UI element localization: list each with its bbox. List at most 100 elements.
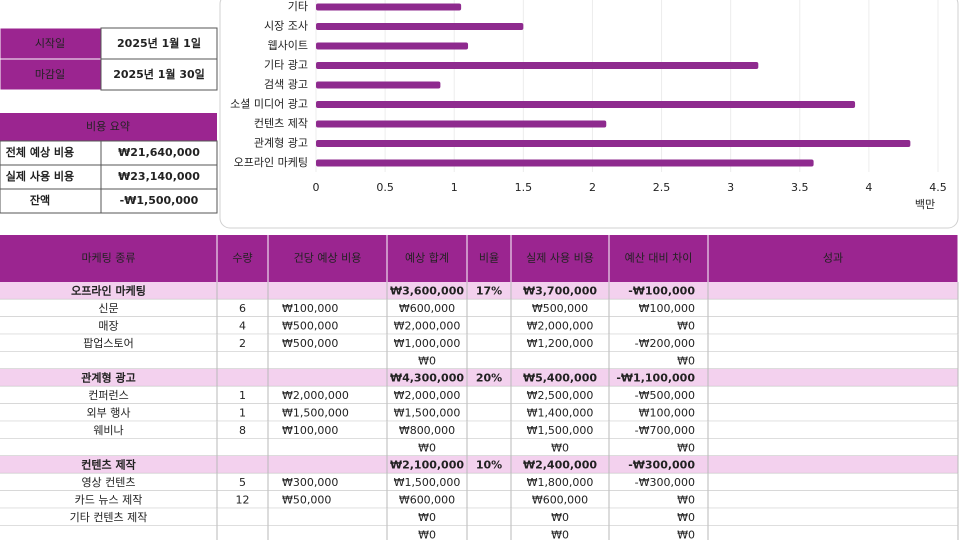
table-cell: ₩5,400,000 [523,372,597,385]
table-cell: -₩500,000 [635,389,695,402]
table-cell: 매장 [98,320,118,333]
table-cell: ₩0 [677,494,695,507]
x-tick-label: 4.5 [929,181,947,194]
chart-panel [219,0,959,229]
column-header: 비율 [479,252,499,265]
table-cell: ₩0 [677,354,695,367]
table-cell: -₩700,000 [635,424,695,437]
date-label: 시작일 [35,36,65,50]
x-tick-label: 0 [313,181,320,194]
summary-header [0,113,217,141]
table-cell: ₩2,100,000 [390,459,464,472]
table-cell: ₩0 [418,511,436,524]
x-tick-label: 1 [451,181,458,194]
date-value: 2025년 1월 30일 [113,67,205,81]
table-cell: 12 [236,494,250,507]
table-row [0,490,958,509]
table-cell: 오프라인 마케팅 [71,284,146,298]
date-label: 마감일 [35,67,65,81]
bar [316,42,469,50]
bar [316,3,462,11]
table-cell: -₩300,000 [635,476,695,489]
table-row [0,508,958,526]
table-cell: ₩0 [677,511,695,524]
column-header: 실제 사용 비용 [526,252,594,265]
column-header: 예산 대비 차이 [625,252,693,265]
bar [316,23,524,30]
column-header: 마케팅 종류 [81,252,135,265]
table-cell: ₩0 [551,511,569,524]
table-cell: 2 [239,337,246,350]
x-tick-label: 2 [589,181,596,194]
table-cell: 17% [476,285,502,298]
y-tick-label: 오프라인 마케팅 [234,156,308,169]
table-cell: ₩500,000 [282,337,338,350]
table-cell: 4 [239,320,246,333]
table-row [0,438,958,456]
y-tick-label: 기타 [288,0,308,13]
label-cell [0,58,102,91]
summary-label: 전체 예상 비용 [6,145,74,159]
summary-label: 실제 사용 비용 [6,169,74,183]
y-tick-label: 기타 광고 [264,59,308,72]
table-cell: ₩100,000 [639,302,695,315]
bar [316,159,814,167]
column-header: 성과 [823,252,843,265]
bar [316,62,759,69]
summary-cell [0,140,102,166]
bar [316,101,856,108]
bar [316,120,607,128]
table-cell: 8 [239,424,246,437]
table-row [0,403,958,422]
value-cell [100,58,218,91]
table-cell: ₩0 [551,528,569,540]
table-cell: ₩800,000 [399,424,455,437]
table-cell: ₩0 [418,528,436,540]
table-row [0,473,958,491]
table-cell: 1 [239,389,246,402]
label-cell [0,27,102,60]
x-tick-label: 0.5 [376,181,394,194]
table-cell: ₩100,000 [282,302,338,315]
table-cell: 카드 뉴스 제작 [75,494,143,507]
summary-label: 잔액 [30,193,50,207]
table-cell: ₩0 [677,320,695,333]
summary-cell [0,188,102,214]
bar [316,140,911,147]
table-cell: ₩1,000,000 [394,337,461,350]
table-cell: 외부 행사 [87,407,131,420]
table-row [0,299,958,317]
table-cell: 신문 [98,302,118,315]
table-cell: 컨텐츠 제작 [81,458,135,472]
summary-value: ₩21,640,000 [118,146,200,159]
table-cell: 5 [239,476,246,489]
table-cell: ₩0 [418,441,436,454]
table-cell: ₩1,800,000 [527,476,594,489]
table-row [0,386,958,404]
table-cell: ₩0 [677,441,695,454]
table-row [0,525,958,540]
table-cell: -₩200,000 [635,337,695,350]
table-cell: -₩1,100,000 [616,372,695,385]
table-cell: ₩100,000 [282,424,338,437]
table-cell: ₩1,500,000 [282,407,349,420]
table-cell: ₩600,000 [399,302,455,315]
column-header: 건당 예상 비용 [294,252,362,265]
table-cell: -₩100,000 [628,285,695,298]
table-cell: 팝업스토어 [83,337,134,350]
table-cell: ₩1,200,000 [527,337,594,350]
x-tick-label: 3 [727,181,734,194]
column-header: 수량 [232,252,252,265]
table-cell: ₩2,400,000 [523,459,597,472]
table-cell: ₩600,000 [399,494,455,507]
table-cell: ₩300,000 [282,476,338,489]
table-cell: ₩0 [418,354,436,367]
table-cell: 1 [239,407,246,420]
table-cell: 20% [476,372,502,385]
table-cell: 웨비나 [93,424,123,437]
table-cell: 기타 컨텐츠 제작 [70,511,148,524]
table-cell: ₩100,000 [639,407,695,420]
x-tick-label: 1.5 [515,181,533,194]
y-tick-label: 시장 조사 [264,20,308,33]
table-row [0,282,958,300]
